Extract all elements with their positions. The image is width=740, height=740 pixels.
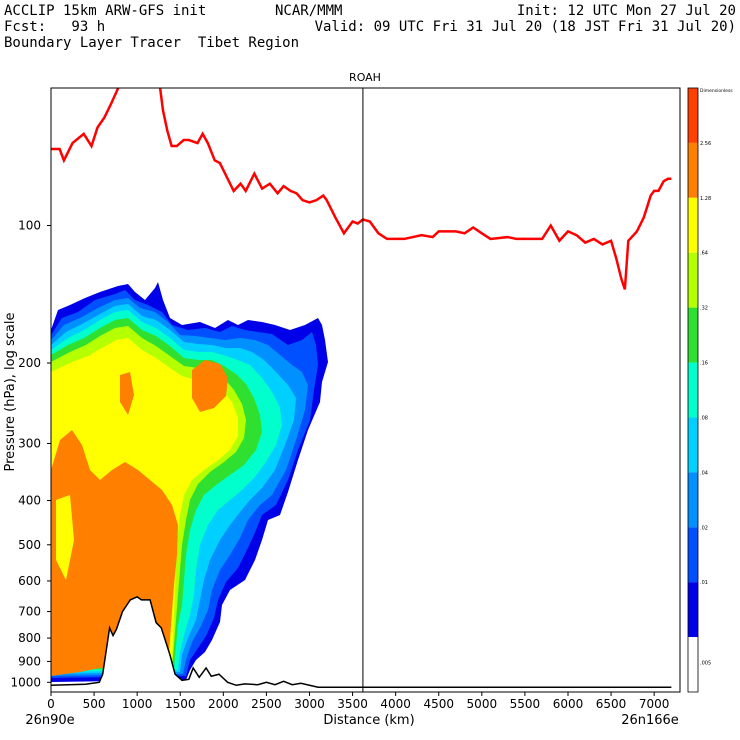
colorbar-label: .16: [700, 361, 708, 367]
y-tick-label: 500: [18, 538, 41, 552]
colorbar-label: .64: [700, 251, 708, 257]
y-tick-label: 1000: [10, 675, 41, 689]
x-tick-label: 2500: [251, 697, 282, 711]
colorbar: Dimensionless 2.56 1.28 .64 .32 .16 .08 .04 .02.…: [687, 87, 733, 693]
colorbar-label: Dimensionless: [700, 88, 733, 94]
x-tick-label: 500: [83, 697, 106, 711]
x-tick-label: 4000: [380, 697, 411, 711]
x-tick-label: 0: [47, 697, 55, 711]
tropopause-line: [51, 88, 672, 290]
x-tick-label: 6500: [596, 697, 627, 711]
y-tick-label: 200: [18, 356, 41, 370]
tracer-patch-left: [120, 372, 134, 415]
colorbar-swatch: [688, 197, 698, 253]
y-tick-label: 700: [18, 605, 41, 619]
colorbar-label: 1.28: [700, 196, 711, 202]
colorbar-label: .08: [700, 415, 708, 421]
colorbar-label: .01: [700, 580, 708, 586]
x-tick-label: 2000: [208, 697, 239, 711]
colorbar-swatch: [688, 582, 698, 638]
header-field: Boundary Layer Tracer Tibet Region: [4, 35, 300, 51]
y-tick-label: 100: [18, 219, 41, 233]
colorbar-swatch: [688, 417, 698, 473]
y-tick-label: 400: [18, 494, 41, 508]
y-axis-ticks: 100 200 300 400 500 600 700 800 900 1000: [10, 219, 51, 689]
colorbar-swatch: [688, 142, 698, 198]
colorbar-label: .32: [700, 306, 708, 312]
x-tick-label: 3500: [337, 697, 368, 711]
x-end-label: 26n166e: [621, 713, 679, 728]
colorbar-frame: [687, 87, 699, 693]
colorbar-label: 2.56: [700, 141, 711, 147]
y-tick-label: 300: [18, 436, 41, 450]
tracer-shading: [51, 282, 328, 682]
colorbar-label: .005: [700, 661, 711, 667]
x-tick-label: 1500: [165, 697, 196, 711]
header-org: NCAR/MMM: [275, 3, 343, 19]
colorbar-swatch: [688, 472, 698, 528]
tracer-patch-upper: [192, 360, 228, 412]
terrain-line: [51, 596, 672, 688]
x-tick-label: 5500: [510, 697, 541, 711]
x-start-label: 26n90e: [25, 713, 74, 728]
tracer-patch-yellow: [56, 495, 74, 580]
y-tick-label: 600: [18, 574, 41, 588]
x-tick-label: 1000: [122, 697, 153, 711]
y-tick-label: 800: [18, 631, 41, 645]
colorbar-swatch: [688, 252, 698, 308]
colorbar-label: .04: [700, 470, 708, 476]
x-tick-label: 5000: [467, 697, 498, 711]
y-axis-label: Pressure (hPa), log scale: [3, 313, 18, 472]
y-tick-label: 900: [18, 654, 41, 668]
x-axis-label: Distance (km): [323, 713, 414, 728]
colorbar-swatch: [688, 307, 698, 363]
header-model: ACCLIP 15km ARW-GFS init: [4, 3, 207, 19]
colorbar-swatch: [688, 362, 698, 418]
colorbar-swatch: [688, 527, 698, 583]
colorbar-label: .02: [700, 525, 708, 531]
x-axis-ticks: 0 500 1000 1500 2000 2500 3000 3500 4000 4500 5000…: [47, 692, 669, 711]
header-forecast: Fcst: 93 h: [4, 19, 106, 35]
x-tick-label: 6000: [553, 697, 584, 711]
series-lines: [51, 88, 672, 688]
colorbar-swatch: [688, 637, 698, 692]
chart-title: ROAH: [349, 71, 381, 84]
plot-frame: [50, 87, 681, 693]
header-init: Init: 12 UTC Mon 27 Jul 20: [516, 3, 736, 19]
x-tick-label: 4500: [423, 697, 454, 711]
x-tick-label: 7000: [639, 697, 670, 711]
x-tick-label: 3000: [294, 697, 325, 711]
header-valid: Valid: 09 UTC Fri 31 Jul 20 (18 JST Fri …: [314, 19, 736, 35]
colorbar-swatch: [688, 88, 698, 143]
terrain-mask: [51, 596, 680, 692]
